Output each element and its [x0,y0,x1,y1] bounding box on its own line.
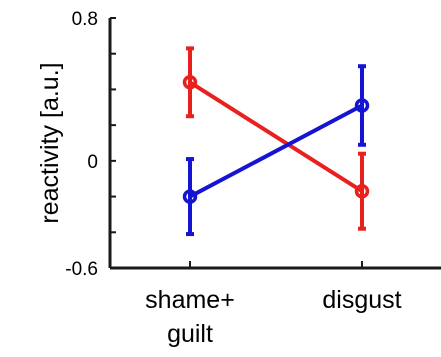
data-point [354,183,370,199]
x-tick-label: shame+ guilt [145,286,235,348]
x-tick-label-line: guilt [167,320,213,348]
data-point [182,189,198,204]
data-point [354,98,370,113]
axes [108,17,441,270]
y-tick-label: -0.6 [65,259,98,280]
x-tick-label-line: disgust [322,286,401,314]
series-group [182,46,370,237]
y-tick-label: 0.8 [72,9,98,30]
x-tick-label: disgust [322,286,401,314]
y-tick-label: 0 [87,152,98,173]
x-tick-label-line: shame+ [145,286,235,314]
series-1 [182,64,370,237]
y-axis-label: reactivity [a.u.] [36,62,64,223]
labels: -0.6 0 0.8 shame+ guilt disgust reactivity [a.… [36,9,402,348]
series-line [188,80,364,193]
series-0 [182,46,370,231]
series-line [189,103,363,199]
data-point [182,75,198,90]
